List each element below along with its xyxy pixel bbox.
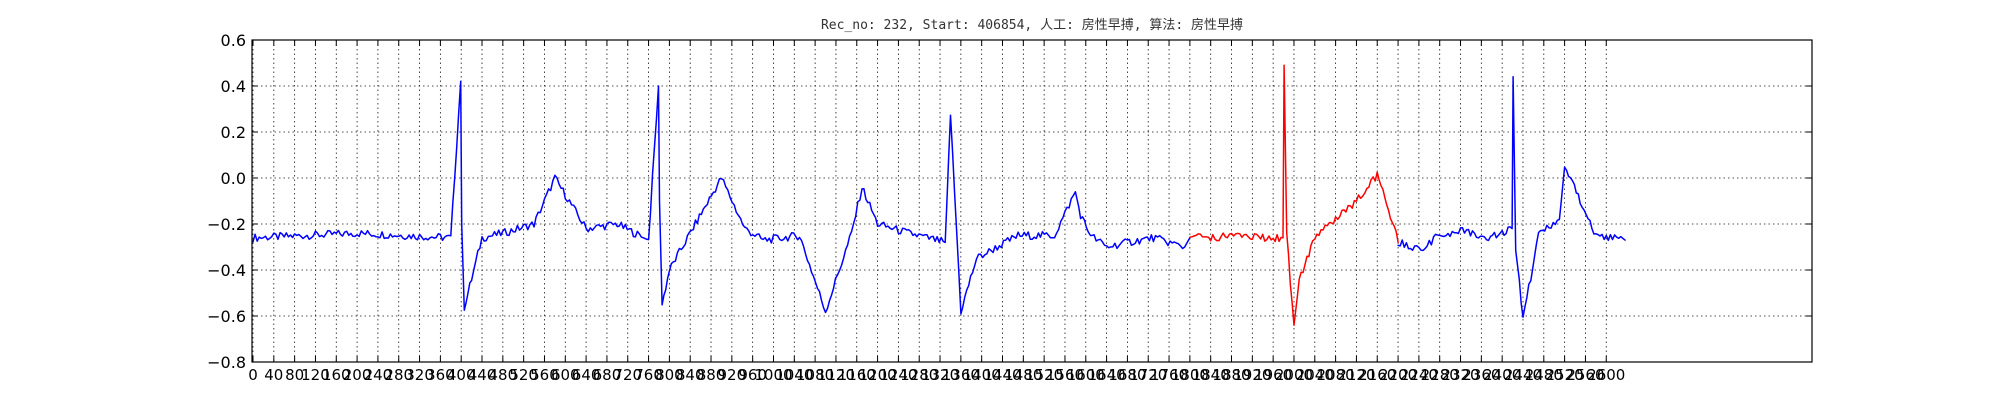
- x-tick-label: 1160: [838, 366, 876, 384]
- x-tick-label: 2600: [1587, 366, 1625, 384]
- x-tick-label: 2080: [1317, 366, 1355, 384]
- ecg-series-2: [1189, 64, 1399, 326]
- x-tick-label: 1520: [1025, 366, 1063, 384]
- x-tick-label: 2160: [1358, 366, 1396, 384]
- x-axis: 0 40 8012016020024028032036040044048052056…: [248, 40, 1625, 384]
- y-tick-label: −0.8: [207, 353, 246, 372]
- x-tick-label: 2520: [1546, 366, 1584, 384]
- x-tick-label: 1840: [1192, 366, 1230, 384]
- x-tick-label: 1040: [775, 366, 813, 384]
- x-tick-label: 2280: [1421, 366, 1459, 384]
- x-tick-label: 520: [509, 366, 538, 384]
- x-tick-label: 2440: [1504, 366, 1542, 384]
- x-tick-label: 160: [322, 366, 351, 384]
- y-tick-label: 0.4: [221, 77, 246, 96]
- x-tick-label: 2480: [1525, 366, 1563, 384]
- x-tick-label: 1400: [963, 366, 1001, 384]
- y-tick-label: −0.6: [207, 307, 246, 326]
- x-tick-label: 1640: [1088, 366, 1126, 384]
- series-group: [252, 64, 1626, 326]
- x-tick-label: 920: [718, 366, 747, 384]
- y-tick-label: 0.2: [221, 123, 246, 142]
- x-tick-label: 280: [384, 366, 413, 384]
- x-tick-label: 1440: [983, 366, 1021, 384]
- x-tick-label: 360: [426, 366, 455, 384]
- x-tick-label: 400: [447, 366, 476, 384]
- ecg-series-1: [252, 80, 1191, 315]
- x-tick-label: 240: [364, 366, 393, 384]
- x-tick-label: 640: [572, 366, 601, 384]
- x-tick-label: 800: [655, 366, 684, 384]
- y-tick-label: 0.6: [221, 31, 246, 50]
- y-axis: 0.6 0.4 0.2 0.0 −0.2 −0.4 −0.6 −0.8: [207, 31, 1812, 372]
- x-tick-label: 2320: [1441, 366, 1479, 384]
- ecg-series-3: [1397, 76, 1626, 318]
- x-tick-label: 960: [738, 366, 767, 384]
- plot-frame: [251, 39, 1813, 363]
- x-tick-label: 680: [593, 366, 622, 384]
- x-tick-label: 1360: [942, 366, 980, 384]
- x-tick-label: 1960: [1254, 366, 1292, 384]
- x-tick-label: 2400: [1483, 366, 1521, 384]
- x-tick-label: 40: [264, 366, 283, 384]
- x-tick-label: 80: [285, 366, 304, 384]
- x-tick-label: 200: [343, 366, 372, 384]
- x-tick-label: 1880: [1212, 366, 1250, 384]
- x-tick-label: 1560: [1046, 366, 1084, 384]
- chart-title: Rec_no: 232, Start: 406854, 人工: 房性早搏, 算法…: [821, 17, 1243, 33]
- x-tick-label: 1120: [817, 366, 855, 384]
- x-tick-label: 1280: [900, 366, 938, 384]
- x-tick-label: 2560: [1566, 366, 1604, 384]
- x-tick-label: 1240: [879, 366, 917, 384]
- x-tick-label: 2040: [1296, 366, 1334, 384]
- x-tick-label: 480: [489, 366, 518, 384]
- x-tick-label: 560: [530, 366, 559, 384]
- x-tick-label: 0: [248, 366, 258, 384]
- x-tick-label: 1080: [796, 366, 834, 384]
- x-tick-label: 1800: [1171, 366, 1209, 384]
- x-tick-label: 760: [634, 366, 663, 384]
- x-tick-label: 1600: [1067, 366, 1105, 384]
- y-tick-label: −0.4: [207, 261, 246, 280]
- x-tick-label: 1760: [1150, 366, 1188, 384]
- y-tick-label: 0.0: [221, 169, 246, 188]
- x-tick-label: 600: [551, 366, 580, 384]
- x-tick-label: 320: [405, 366, 434, 384]
- x-tick-label: 2360: [1462, 366, 1500, 384]
- x-tick-label: 440: [468, 366, 497, 384]
- x-tick-label: 1720: [1129, 366, 1167, 384]
- y-tick-label: −0.2: [207, 215, 246, 234]
- x-tick-label: 2000: [1275, 366, 1313, 384]
- x-tick-label: 1680: [1108, 366, 1146, 384]
- x-tick-label: 880: [697, 366, 726, 384]
- x-tick-label: 2240: [1400, 366, 1438, 384]
- x-tick-label: 1000: [754, 366, 792, 384]
- x-tick-label: 1320: [921, 366, 959, 384]
- x-tick-label: 2120: [1337, 366, 1375, 384]
- grid: [252, 39, 1812, 363]
- x-tick-label: 2200: [1379, 366, 1417, 384]
- x-tick-label: 720: [613, 366, 642, 384]
- x-tick-label: 120: [301, 366, 330, 384]
- x-tick-label: 840: [676, 366, 705, 384]
- x-tick-label: 1920: [1233, 366, 1271, 384]
- x-tick-label: 1200: [858, 366, 896, 384]
- x-tick-label: 1480: [1004, 366, 1042, 384]
